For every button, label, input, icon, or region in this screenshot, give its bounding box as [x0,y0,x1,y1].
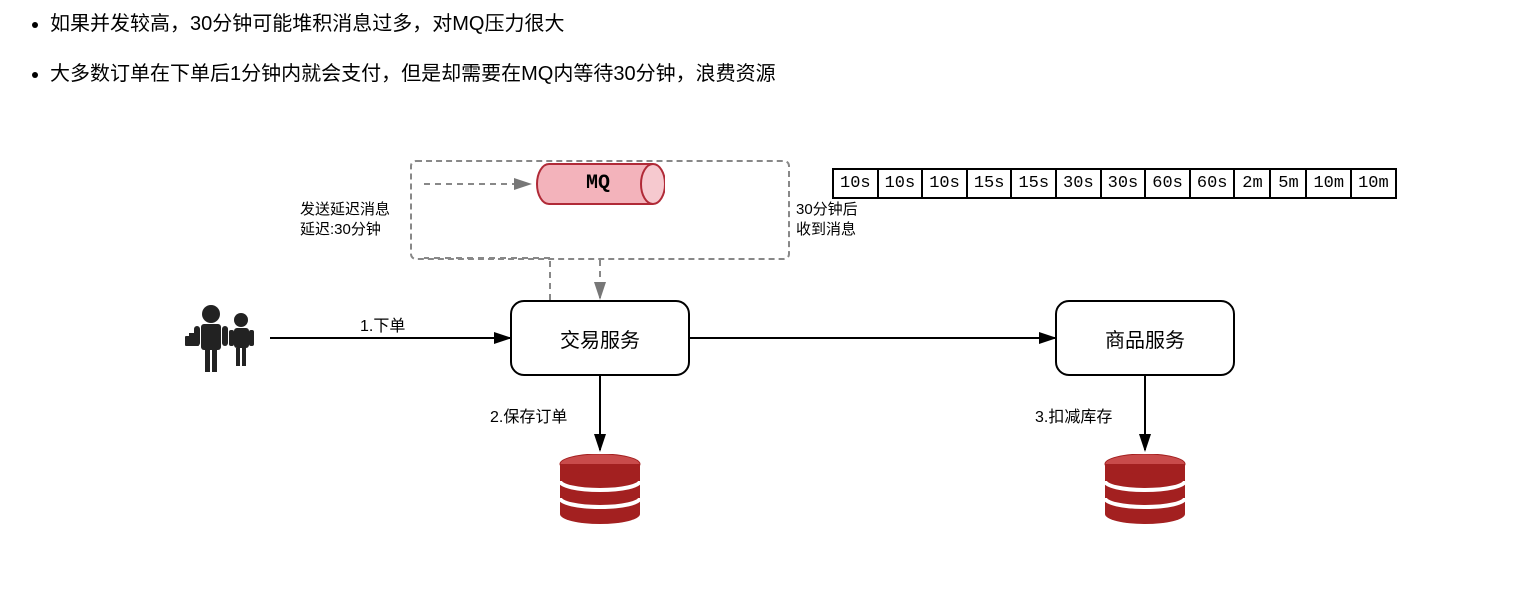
delay-cell: 60s [1146,170,1191,197]
mq-label: MQ [586,172,610,195]
delay-cell: 10s [834,170,879,197]
delay-cell: 30s [1102,170,1147,197]
bullet-item: 大多数订单在下单后1分钟内就会支付，但是却需要在MQ内等待30分钟，浪费资源 [50,58,776,90]
delay-cell: 10s [923,170,968,197]
recv-delay-label: 30分钟后收到消息 [796,200,858,239]
send-delay-label: 发送延迟消息延迟:30分钟 [300,200,390,239]
database-icon [558,454,642,524]
step-3-label: 3.扣减库存 [1035,403,1112,427]
database-icon [1103,454,1187,524]
step-2-label: 2.保存订单 [490,403,567,427]
delay-cell: 15s [1012,170,1057,197]
architecture-diagram: MQ 发送延迟消息延迟:30分钟 30分钟后收到消息 交易服务 [0,140,1532,596]
product-service-node: 商品服务 [1055,300,1235,376]
delay-cell: 5m [1271,170,1307,197]
delay-cell: 60s [1191,170,1236,197]
delay-cell: 2m [1235,170,1271,197]
delay-intervals-table: 10s10s10s15s15s30s30s60s60s2m5m10m10m [832,168,1397,199]
product-service-label: 商品服务 [1105,324,1185,353]
bullet-list: 如果并发较高，30分钟可能堆积消息过多，对MQ压力很大 大多数订单在下单后1分钟… [50,8,776,108]
delay-cell: 15s [968,170,1013,197]
trade-service-label: 交易服务 [560,324,640,353]
users-icon [185,300,265,380]
step-1-label: 1.下单 [360,312,405,336]
delay-cell: 30s [1057,170,1102,197]
trade-service-node: 交易服务 [510,300,690,376]
bullet-item: 如果并发较高，30分钟可能堆积消息过多，对MQ压力很大 [50,8,776,40]
delay-cell: 10s [879,170,924,197]
delay-cell: 10m [1307,170,1352,197]
delay-cell: 10m [1352,170,1395,197]
